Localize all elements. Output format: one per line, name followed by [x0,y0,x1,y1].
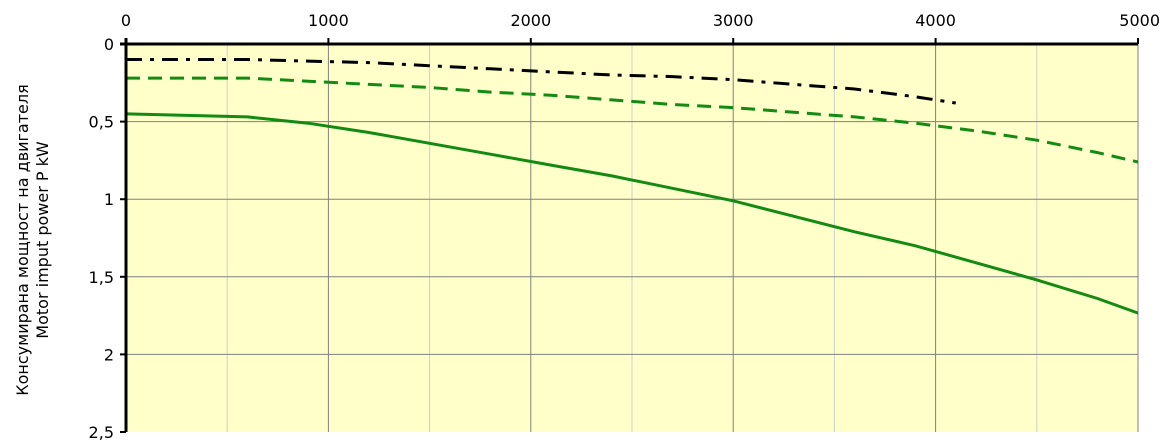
tick-labels: 0 1000 2000 3000 4000 5000 0 0,5 1 1,5 2 2,5 [89,11,1160,442]
x-tick-label: 1000 [308,11,349,30]
series-layer [126,58,1138,315]
x-tick-label: 5000 [1119,11,1160,30]
y-tick-label: 0 [104,35,114,54]
series-line-3-dash-dot [126,58,957,105]
grid [126,44,1139,432]
series-line-1-solid [126,112,1138,315]
y-tick-label: 2,5 [89,423,114,442]
x-tick-label: 3000 [713,11,754,30]
x-tick-label: 4000 [915,11,956,30]
y-tick-label: 1,5 [89,268,114,287]
series-line-2-dash [126,76,1138,164]
x-tick-label: 2000 [510,11,551,30]
x-tick-label: 0 [121,11,131,30]
axes [120,38,1139,433]
y-axis-title: Консумирана мощност на двигателя Motor i… [13,84,52,396]
y-axis-title-line-2: Motor imput power P kW [33,141,52,339]
y-tick-label: 0,5 [89,113,114,132]
y-tick-label: 1 [104,190,114,209]
y-tick-label: 2 [104,345,114,364]
y-axis-title-line-1: Консумирана мощност на двигателя [13,84,32,396]
